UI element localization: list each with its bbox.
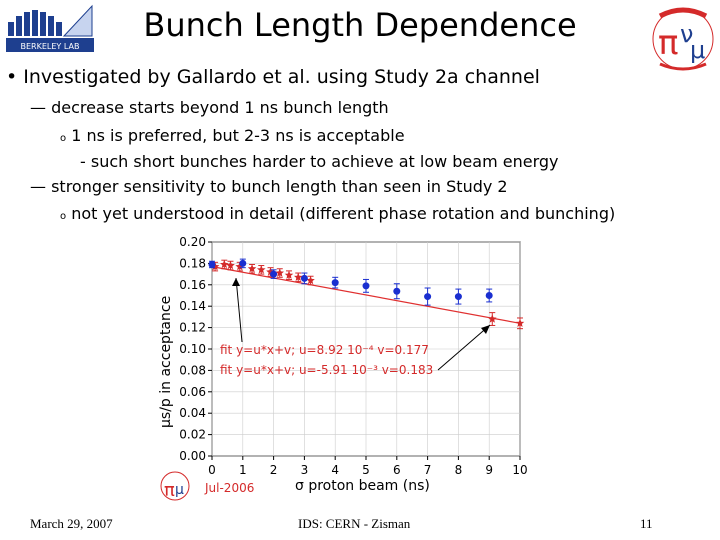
logo-text: BERKELEY LAB [21, 42, 80, 51]
x-tick-label: 6 [393, 463, 401, 477]
y-tick-label: 0.04 [179, 406, 206, 420]
data-point [275, 268, 284, 277]
berkeley-lab-logo: BERKELEY LAB [6, 4, 94, 52]
annotation-arrow-2-head [481, 325, 490, 334]
y-tick-label: 0.00 [179, 449, 206, 463]
main-bullet: • Investigated by Gallardo et al. using … [6, 66, 540, 88]
item-text: decrease starts beyond 1 ns bunch length [51, 98, 389, 117]
x-tick-label: 9 [485, 463, 493, 477]
x-tick-label: 0 [208, 463, 216, 477]
x-tick-label: 5 [362, 463, 370, 477]
list-item: o not yet understood in detail (differen… [60, 204, 615, 223]
x-tick-label: 3 [301, 463, 309, 477]
y-tick-label: 0.18 [179, 256, 206, 270]
fit-label-1: fit y=u*x+v; u=8.92 10⁻⁴ v=0.177 [220, 343, 429, 357]
x-tick-label: 7 [424, 463, 432, 477]
svg-text:μ: μ [175, 482, 184, 498]
data-point [220, 260, 229, 269]
item-text: not yet understood in detail (different … [71, 204, 616, 223]
data-point [294, 272, 303, 281]
item-marker: — [30, 177, 46, 196]
data-point [247, 264, 257, 273]
y-axis-label: μs/p in acceptance [158, 296, 174, 428]
item-marker: o [60, 211, 67, 222]
data-point [454, 293, 462, 301]
item-marker: — [30, 98, 46, 117]
list-item: o 1 ns is preferred, but 2-3 ns is accep… [60, 126, 405, 145]
list-item: — stronger sensitivity to bunch length t… [30, 177, 508, 196]
data-point [210, 262, 220, 271]
chart-mini-logo: π μ [160, 471, 190, 501]
y-tick-label: 0.12 [179, 321, 206, 335]
x-tick-label: 1 [239, 463, 247, 477]
footer-center: IDS: CERN - Zisman [298, 516, 411, 531]
annotation-arrow-1-head [232, 278, 240, 286]
svg-text:μ: μ [690, 36, 705, 64]
x-axis-label: σ proton beam (ns) [295, 478, 430, 494]
data-point [515, 318, 525, 327]
data-point [424, 293, 432, 301]
data-point [239, 259, 247, 267]
data-point [284, 270, 294, 279]
data-point [393, 287, 401, 295]
data-point [331, 279, 339, 287]
y-tick-label: 0.10 [179, 342, 206, 356]
svg-text:π: π [658, 23, 678, 63]
bullet-dot: • [6, 66, 18, 88]
item-marker: o [60, 133, 67, 144]
y-tick-label: 0.20 [179, 235, 206, 249]
data-point [208, 260, 216, 268]
x-tick-label: 2 [270, 463, 278, 477]
y-tick-label: 0.02 [179, 428, 206, 442]
bunch-length-chart: 0.00 0.02 0.04 0.06 0.08 0.10 0.12 0.14 0.16 0.18… [150, 228, 532, 514]
main-bullet-text: Investigated by Gallardo et al. using St… [23, 66, 540, 88]
annotation-arrow-2 [437, 324, 491, 371]
item-text: such short bunches harder to achieve at … [90, 152, 559, 171]
fit-line [211, 266, 521, 324]
list-item: - such short bunches harder to achieve a… [80, 152, 559, 171]
data-point [300, 274, 308, 282]
x-tick-label: 8 [455, 463, 463, 477]
y-tick-label: 0.06 [179, 385, 206, 399]
data-point [257, 265, 266, 274]
svg-text:ν: ν [680, 20, 693, 48]
page-title: Bunch Length Dependence [143, 6, 577, 44]
svg-text:π: π [164, 480, 175, 501]
data-point [235, 262, 244, 271]
data-point [270, 270, 278, 278]
fit-label-2: fit y=u*x+v; u=-5.91 10⁻³ v=0.183 [220, 363, 433, 377]
date-label: Jul-2006 [204, 481, 254, 495]
data-point [488, 314, 497, 323]
list-item: — decrease starts beyond 1 ns bunch leng… [30, 98, 389, 117]
y-tick-label: 0.16 [179, 278, 206, 292]
neutrino-factory-logo: π ν μ [652, 7, 714, 71]
x-tick-label: 10 [512, 463, 527, 477]
x-tick-label: 4 [331, 463, 339, 477]
data-point [485, 292, 493, 299]
y-tick-label: 0.14 [179, 299, 206, 313]
item-text: 1 ns is preferred, but 2-3 ns is accepta… [71, 126, 405, 145]
data-point [362, 282, 370, 290]
footer-page-number: 11 [640, 516, 653, 531]
item-text: stronger sensitivity to bunch length tha… [51, 177, 508, 196]
footer-date: March 29, 2007 [30, 516, 113, 531]
data-point [306, 276, 315, 285]
data-point [226, 261, 235, 270]
y-tick-label: 0.08 [179, 363, 206, 377]
annotation-arrow-1 [235, 277, 243, 343]
item-marker: - [80, 152, 86, 171]
